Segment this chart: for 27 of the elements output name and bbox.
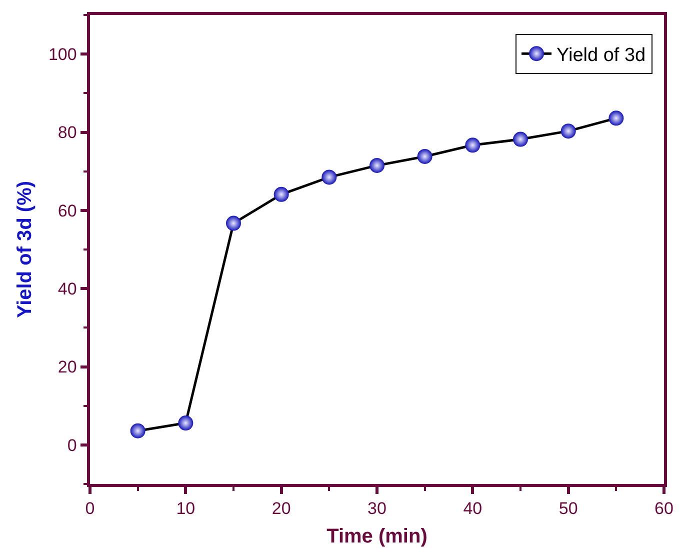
x-tick-label: 20: [272, 499, 291, 518]
point: [226, 216, 241, 231]
point: [608, 110, 624, 126]
y-tick-label: 20: [58, 358, 77, 377]
y-tick-label: 100: [48, 45, 77, 64]
x-tick-label: 60: [654, 499, 674, 518]
x-tick-label: 30: [368, 499, 386, 518]
point: [370, 158, 384, 173]
y-tick-label: 60: [58, 201, 77, 220]
point: [560, 124, 576, 139]
point: [178, 416, 194, 431]
x-tick-label: 40: [463, 499, 482, 518]
point: [322, 170, 337, 185]
y-tick-label: 40: [58, 280, 77, 299]
point: [417, 148, 432, 164]
point: [274, 186, 289, 202]
y-tick-label: 0: [67, 436, 77, 455]
legend-label: Yield of 3d: [556, 45, 646, 66]
point: [465, 138, 480, 153]
x-tick-label: 50: [558, 499, 578, 518]
y-axis-title: Yield of 3d (%): [14, 180, 36, 318]
point: [130, 423, 146, 438]
point: [513, 132, 528, 147]
y-tick-label: 80: [58, 123, 77, 142]
x-axis-title: Time (min): [326, 526, 428, 548]
x-tick-label: 0: [85, 499, 95, 518]
x-tick-label: 10: [176, 499, 196, 518]
